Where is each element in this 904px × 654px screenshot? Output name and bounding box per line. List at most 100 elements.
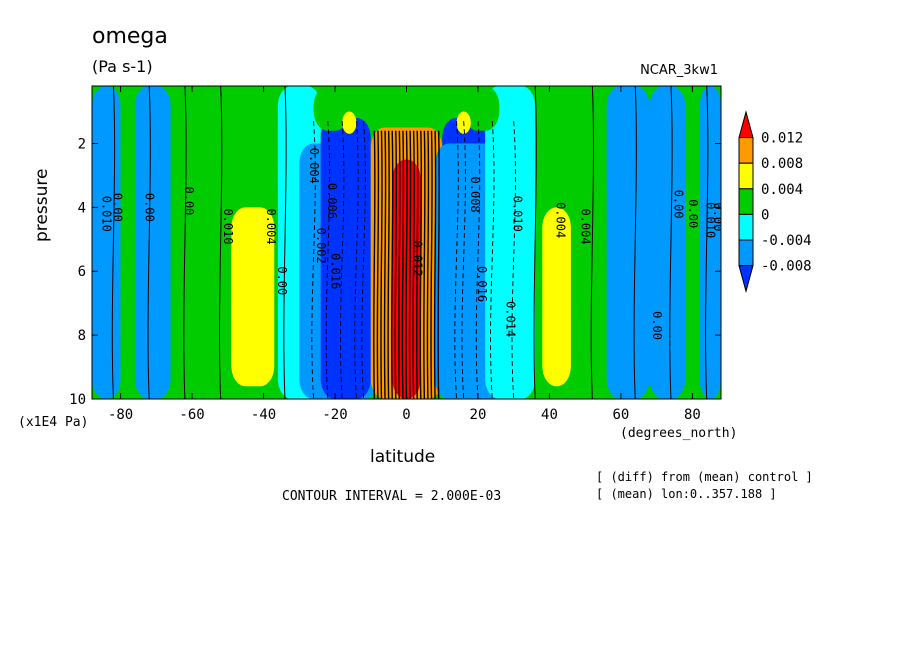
x-axis-units: (degrees_north): [620, 426, 738, 441]
y-tick-label: 6: [78, 264, 86, 280]
contour-line-negative: [325, 121, 331, 399]
colorbar-swatch: [738, 137, 754, 164]
contour-label: 0.00: [650, 311, 664, 340]
contour-line-negative: [454, 121, 459, 399]
contour-line: [394, 130, 398, 399]
contour-label: 0.004: [307, 148, 321, 184]
contour-label: 0.010: [704, 202, 718, 238]
contour-line: [433, 130, 437, 399]
contour-label: 0.004: [264, 208, 278, 244]
contour-region: [542, 207, 571, 387]
colorbar-swatch: [738, 162, 754, 190]
contour-line-zero: [533, 86, 537, 399]
contour-region: [606, 86, 650, 399]
contour-line: [376, 130, 380, 399]
contour-line-zero: [147, 86, 151, 399]
contour-region: [313, 86, 350, 131]
contour-label: 0.016: [328, 253, 342, 289]
contour-label: 0.004: [554, 202, 568, 238]
contour-label: 0.010: [100, 196, 114, 232]
colorbar-label: 0.004: [761, 182, 803, 198]
contour-line-zero: [705, 86, 709, 399]
contour-region: [649, 86, 686, 399]
colorbar-label: -0.008: [761, 259, 812, 275]
contour-line: [398, 130, 401, 399]
contour-line: [415, 130, 419, 399]
contour-line-negative: [340, 121, 345, 399]
colorbar-label: 0.012: [761, 131, 803, 147]
x-tick-label: 20: [470, 407, 487, 423]
x-tick-label: -80: [108, 407, 133, 423]
contour-line-negative: [354, 121, 359, 399]
contour-region: [485, 86, 536, 399]
colorbar-label: 0.008: [761, 156, 803, 172]
contour-line-zero: [590, 86, 594, 399]
contour-label: 0.00: [110, 193, 124, 222]
contour-line-negative: [511, 121, 516, 399]
contour-region: [699, 86, 721, 399]
contour-label: 0.00: [672, 190, 686, 219]
colorbar-label: -0.004: [761, 233, 812, 249]
contour-line-negative: [461, 121, 466, 399]
contour-line: [426, 130, 430, 399]
contour-line-zero: [633, 86, 637, 399]
contour-label: 0.00: [182, 187, 196, 216]
y-tick-label: 8: [78, 328, 86, 344]
contour-line: [423, 130, 426, 399]
x-tick-label: -40: [251, 407, 276, 423]
contour-label: 0.008: [468, 177, 482, 213]
footnote-mean: [ (mean) lon:0..357.188 ]: [596, 487, 777, 501]
y-axis-label: pressure: [32, 168, 52, 242]
contour-region: [685, 86, 700, 399]
contour-line-zero: [283, 86, 287, 399]
contour-line: [437, 130, 440, 399]
contour-line-negative: [361, 121, 366, 399]
contour-label: 0.00: [275, 266, 289, 295]
contour-label: 0.012: [411, 240, 425, 276]
colorbar-swatch: [738, 239, 754, 267]
contour-line: [401, 130, 405, 399]
contour-line-zero: [183, 86, 187, 399]
x-tick-label: 80: [684, 407, 701, 423]
contour-label: 0.006: [325, 183, 339, 219]
x-tick-label: -20: [322, 407, 347, 423]
contour-line-zero: [669, 86, 673, 399]
contour-label: 0.010: [511, 196, 525, 232]
x-tick-label: -60: [179, 407, 204, 423]
contour-line: [387, 130, 390, 399]
contour-region: [134, 86, 171, 399]
contour-label: 0.00: [143, 193, 157, 222]
colorbar-swatch: [738, 188, 754, 215]
contour-line-negative: [311, 121, 316, 399]
contour-line-negative: [475, 121, 481, 399]
y-tick-label: 2: [78, 136, 86, 152]
contour-line-zero: [219, 86, 223, 399]
contour-label: 0.016: [475, 266, 489, 302]
contour-region: [92, 86, 121, 399]
contour-label: 0.002: [314, 228, 328, 264]
contour-line-negative: [490, 121, 495, 399]
contour-line: [373, 130, 376, 399]
contour-line: [405, 130, 408, 399]
contour-region: [463, 86, 500, 131]
chart-units: (Pa s-1): [92, 57, 153, 76]
contour-label: 0.004: [579, 208, 593, 244]
contour-line: [383, 130, 387, 399]
y-axis-units: (x1E4 Pa): [18, 415, 89, 430]
y-tick-label: 10: [69, 392, 86, 408]
contour-line-zero: [111, 86, 116, 399]
run-label: NCAR_3kw1: [640, 63, 718, 78]
colorbar-top-arrow: [738, 110, 754, 139]
contour-label: 0.010: [221, 208, 235, 244]
x-tick-label: 0: [402, 407, 410, 423]
contour-line: [390, 130, 394, 399]
contour-region: [231, 207, 275, 387]
contour-region: [342, 111, 357, 134]
chart-title: omega: [92, 24, 168, 49]
contour-line: [430, 130, 433, 399]
contour-label: 0.00: [686, 199, 700, 228]
contour-line: [380, 130, 383, 399]
x-tick-label: 40: [541, 407, 558, 423]
contour-region: [170, 86, 207, 399]
